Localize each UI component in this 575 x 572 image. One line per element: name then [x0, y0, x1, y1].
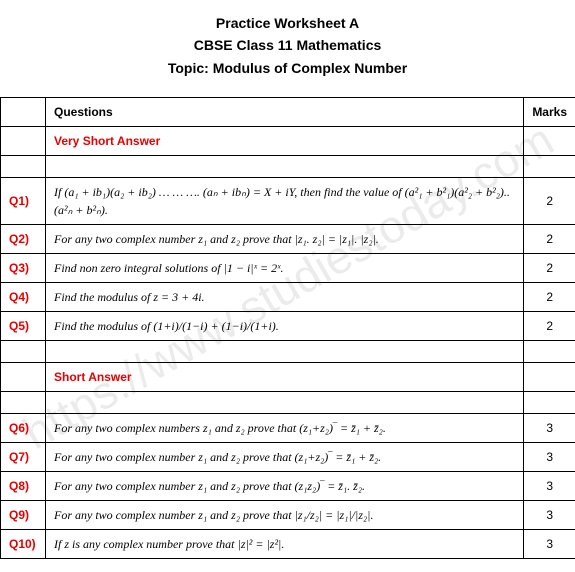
header-line3: Topic: Modulus of Complex Number	[0, 57, 575, 79]
section-short: Short Answer	[1, 363, 575, 392]
marks-cell: 2	[524, 178, 575, 225]
table-row: Q6) For any two complex numbers z₁ and z…	[1, 414, 575, 443]
empty-row	[1, 156, 575, 178]
table-row: Q8) For any two complex number z₁ and z₂…	[1, 472, 575, 501]
question-cell: For any two complex number z₁ and z₂ pro…	[46, 501, 524, 530]
question-cell: Find the modulus of z = 3 + 4i.	[46, 283, 524, 312]
marks-cell: 2	[524, 254, 575, 283]
table-row: Q1) If (a₁ + ib₁)(a₂ + ib₂) … … …. (aₙ +…	[1, 178, 575, 225]
question-cell: For any two complex number z₁ and z₂ pro…	[46, 225, 524, 254]
questions-table: Questions Marks Very Short Answer Q1) If…	[0, 97, 575, 559]
table-row: Q2) For any two complex number z₁ and z₂…	[1, 225, 575, 254]
table-row: Q10) If z is any complex number prove th…	[1, 530, 575, 559]
table-row: Q4) Find the modulus of z = 3 + 4i. 2	[1, 283, 575, 312]
empty-row	[1, 392, 575, 414]
table-row: Q9) For any two complex number z₁ and z₂…	[1, 501, 575, 530]
empty-row	[1, 341, 575, 363]
table-row: Q7) For any two complex number z₁ and z₂…	[1, 443, 575, 472]
qno-cell: Q10)	[1, 530, 46, 559]
qno-cell: Q6)	[1, 414, 46, 443]
marks-cell: 3	[524, 443, 575, 472]
section-label: Very Short Answer	[46, 127, 524, 156]
qno-cell: Q8)	[1, 472, 46, 501]
question-cell: If (a₁ + ib₁)(a₂ + ib₂) … … …. (aₙ + ibₙ…	[46, 178, 524, 225]
qno-cell: Q3)	[1, 254, 46, 283]
question-cell: If z is any complex number prove that |z…	[46, 530, 524, 559]
question-cell: Find non zero integral solutions of |1 −…	[46, 254, 524, 283]
marks-cell: 2	[524, 312, 575, 341]
section-label: Short Answer	[46, 363, 524, 392]
qno-cell: Q5)	[1, 312, 46, 341]
marks-cell: 3	[524, 414, 575, 443]
worksheet-header: Practice Worksheet A CBSE Class 11 Mathe…	[0, 0, 575, 87]
table-header-row: Questions Marks	[1, 98, 575, 127]
qno-cell: Q4)	[1, 283, 46, 312]
qno-cell: Q9)	[1, 501, 46, 530]
qno-cell: Q1)	[1, 178, 46, 225]
marks-cell: 2	[524, 225, 575, 254]
section-very-short: Very Short Answer	[1, 127, 575, 156]
question-cell: For any two complex number z₁ and z₂ pro…	[46, 472, 524, 501]
marks-cell: 3	[524, 501, 575, 530]
header-line1: Practice Worksheet A	[0, 12, 575, 34]
question-cell: For any two complex numbers z₁ and z₂ pr…	[46, 414, 524, 443]
header-line2: CBSE Class 11 Mathematics	[0, 34, 575, 56]
header-qno	[1, 98, 46, 127]
marks-cell: 2	[524, 283, 575, 312]
table-row: Q3) Find non zero integral solutions of …	[1, 254, 575, 283]
qno-cell: Q7)	[1, 443, 46, 472]
question-cell: For any two complex number z₁ and z₂ pro…	[46, 443, 524, 472]
marks-cell: 3	[524, 530, 575, 559]
header-question: Questions	[46, 98, 524, 127]
marks-cell: 3	[524, 472, 575, 501]
header-marks: Marks	[524, 98, 575, 127]
table-row: Q5) Find the modulus of (1+i)/(1−i) + (1…	[1, 312, 575, 341]
qno-cell: Q2)	[1, 225, 46, 254]
question-cell: Find the modulus of (1+i)/(1−i) + (1−i)/…	[46, 312, 524, 341]
